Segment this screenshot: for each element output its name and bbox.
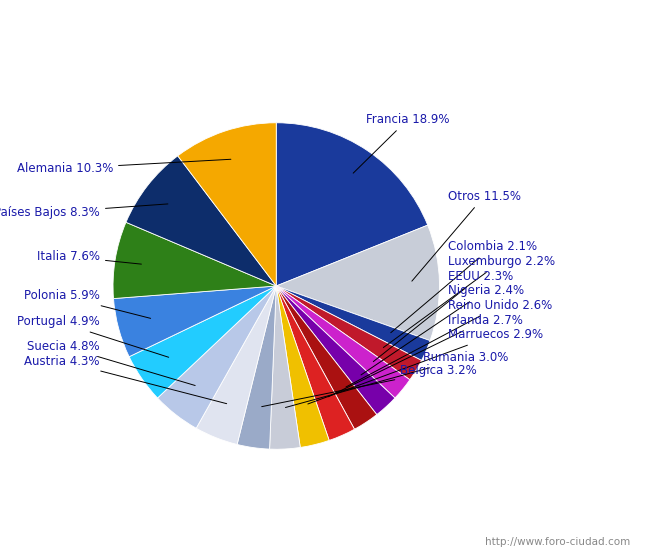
Text: Luxemburgo 2.2%: Luxemburgo 2.2% bbox=[384, 255, 554, 348]
Wedge shape bbox=[237, 286, 276, 449]
Text: Nigeria 2.4%: Nigeria 2.4% bbox=[361, 284, 524, 375]
Text: Suecia 4.8%: Suecia 4.8% bbox=[27, 340, 195, 386]
Text: Irlanda 2.7%: Irlanda 2.7% bbox=[328, 314, 523, 397]
Wedge shape bbox=[276, 286, 430, 360]
Wedge shape bbox=[129, 286, 276, 398]
Text: Marruecos 2.9%: Marruecos 2.9% bbox=[308, 328, 543, 404]
Wedge shape bbox=[276, 123, 428, 286]
Text: Polonia 5.9%: Polonia 5.9% bbox=[24, 289, 151, 318]
Text: Belgica 3.2%: Belgica 3.2% bbox=[262, 365, 477, 406]
Text: Austria 4.3%: Austria 4.3% bbox=[25, 355, 227, 404]
Wedge shape bbox=[270, 286, 300, 449]
Wedge shape bbox=[196, 286, 276, 444]
Wedge shape bbox=[276, 286, 377, 429]
Text: EEUU 2.3%: EEUU 2.3% bbox=[373, 270, 513, 361]
Wedge shape bbox=[157, 286, 276, 428]
Text: Francia 18.9%: Francia 18.9% bbox=[353, 113, 450, 173]
Wedge shape bbox=[114, 286, 276, 357]
Text: Azuqueca de Henares - Turistas extranjeros según país - Abril de 2024: Azuqueca de Henares - Turistas extranjer… bbox=[67, 15, 583, 31]
Wedge shape bbox=[177, 123, 276, 286]
Text: Reino Unido 2.6%: Reino Unido 2.6% bbox=[346, 299, 552, 387]
Text: Otros 11.5%: Otros 11.5% bbox=[412, 190, 521, 281]
Text: Italia 7.6%: Italia 7.6% bbox=[37, 250, 142, 264]
Text: Países Bajos 8.3%: Países Bajos 8.3% bbox=[0, 204, 168, 219]
Text: Rumania 3.0%: Rumania 3.0% bbox=[285, 351, 508, 408]
Wedge shape bbox=[276, 225, 439, 340]
Wedge shape bbox=[126, 156, 276, 286]
Wedge shape bbox=[276, 286, 410, 398]
Text: Alemania 10.3%: Alemania 10.3% bbox=[17, 160, 231, 175]
Wedge shape bbox=[276, 286, 395, 415]
Wedge shape bbox=[276, 286, 422, 379]
Wedge shape bbox=[113, 222, 276, 299]
Wedge shape bbox=[276, 286, 329, 448]
Text: http://www.foro-ciudad.com: http://www.foro-ciudad.com bbox=[486, 537, 630, 547]
Text: Colombia 2.1%: Colombia 2.1% bbox=[391, 240, 537, 333]
Wedge shape bbox=[276, 286, 354, 441]
Text: Portugal 4.9%: Portugal 4.9% bbox=[17, 315, 169, 358]
